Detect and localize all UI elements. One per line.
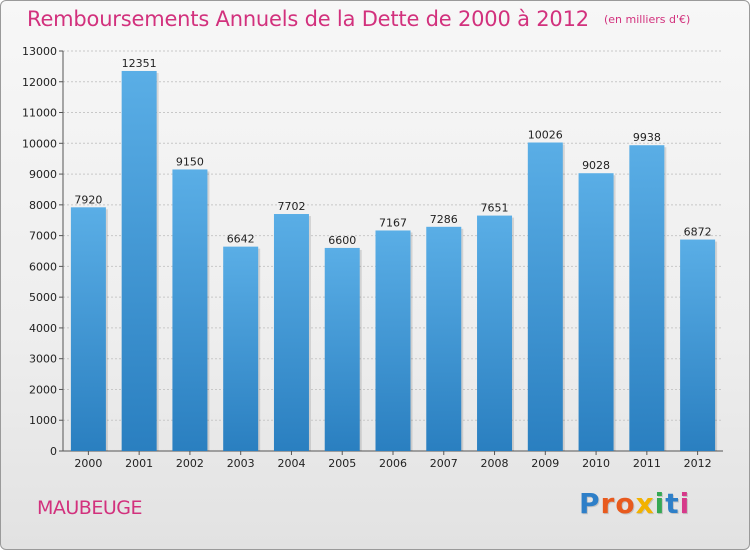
data-label: 6600 (328, 234, 356, 247)
city-name: MAUBEUGE (37, 497, 142, 519)
logo-letter: i (679, 487, 691, 520)
data-label: 7651 (481, 202, 509, 215)
data-label: 6642 (227, 233, 255, 246)
data-label: 7920 (74, 193, 102, 206)
logo-letter: P (579, 487, 601, 520)
bar (578, 173, 614, 451)
y-tick-label: 4000 (29, 322, 57, 335)
logo-letter: o (615, 487, 636, 520)
bar (70, 207, 106, 451)
x-tick-label: 2001 (125, 457, 153, 470)
data-label: 7702 (277, 200, 305, 213)
y-tick-label: 13000 (22, 45, 57, 58)
data-label: 7286 (430, 213, 458, 226)
logo-letter: i (654, 487, 666, 520)
bar (324, 247, 360, 451)
x-tick-label: 2012 (684, 457, 712, 470)
x-tick-label: 2003 (227, 457, 255, 470)
y-tick-label: 10000 (22, 137, 57, 150)
bar (629, 145, 665, 451)
logo-letter: r (600, 487, 616, 520)
data-label: 9028 (582, 159, 610, 172)
bar (273, 214, 309, 451)
y-tick-label: 0 (50, 445, 57, 458)
x-tick-label: 2005 (328, 457, 356, 470)
chart-subtitle: (en milliers d'€) (604, 13, 691, 26)
data-label: 7167 (379, 216, 407, 229)
logo-letter: x (635, 487, 655, 520)
y-tick-label: 2000 (29, 383, 57, 396)
data-label: 12351 (122, 57, 157, 70)
y-tick-label: 8000 (29, 199, 57, 212)
chart-title: Remboursements Annuels de la Dette de 20… (27, 7, 589, 31)
bar (477, 215, 513, 451)
y-tick-label: 1000 (29, 414, 57, 427)
x-tick-label: 2004 (277, 457, 305, 470)
data-label: 9938 (633, 131, 661, 144)
bar (172, 169, 208, 451)
bar (680, 239, 716, 451)
x-tick-label: 2002 (176, 457, 204, 470)
y-tick-label: 12000 (22, 76, 57, 89)
x-tick-label: 2010 (582, 457, 610, 470)
bar (223, 246, 259, 451)
bar (527, 142, 563, 451)
x-tick-label: 2009 (531, 457, 559, 470)
x-tick-label: 2006 (379, 457, 407, 470)
title-row: Remboursements Annuels de la Dette de 20… (27, 7, 690, 31)
logo-letter: t (665, 487, 680, 520)
bar (375, 230, 411, 451)
data-label: 10026 (528, 129, 563, 142)
y-tick-label: 11000 (22, 107, 57, 120)
y-tick-label: 9000 (29, 168, 57, 181)
proxiti-logo: Proxiti (579, 487, 690, 520)
y-tick-label: 6000 (29, 260, 57, 273)
bar (426, 226, 462, 451)
y-tick-label: 3000 (29, 353, 57, 366)
data-label: 6872 (684, 226, 712, 239)
bar (121, 70, 157, 451)
y-tick-label: 7000 (29, 230, 57, 243)
y-tick-label: 5000 (29, 291, 57, 304)
x-tick-label: 2011 (633, 457, 661, 470)
x-tick-label: 2007 (430, 457, 458, 470)
x-tick-label: 2000 (74, 457, 102, 470)
data-label: 9150 (176, 155, 204, 168)
x-tick-label: 2008 (481, 457, 509, 470)
